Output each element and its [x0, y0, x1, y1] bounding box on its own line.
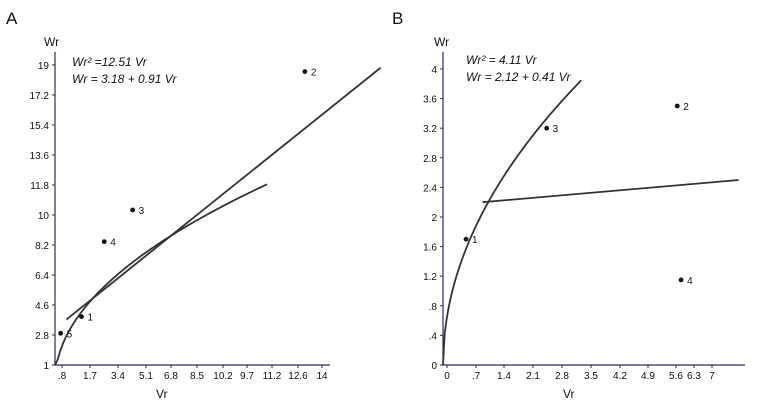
panel-a-equation-1: Wr² =12.51 Vr [72, 55, 148, 69]
panel-b-x-tick-label: 2.8 [555, 371, 569, 382]
panel-b-point-label-2: 2 [683, 102, 689, 113]
panel-a-curve-2 [65, 67, 382, 321]
panel-b-point-4 [678, 277, 684, 283]
panel-b-x-tick-label: 5.6 [669, 371, 683, 382]
panel-a-point-2 [302, 69, 308, 75]
panel-b-point-3 [544, 125, 550, 131]
panel-a-y-tick-label: 4.6 [35, 301, 49, 312]
panel-a-point-label-3: 3 [139, 206, 145, 217]
panel-b-y-tick-label: .4 [429, 331, 438, 342]
panel-b-y-tick-label: 1.2 [423, 272, 437, 283]
panel-b-y-tick-label: 3.6 [423, 95, 437, 106]
panel-a-y-tick-label: 15.4 [30, 121, 50, 132]
panel-a-x-tick-label: 1.7 [83, 371, 97, 382]
panel-b-x-tick-label: .7 [472, 371, 481, 382]
panel-b-point-label-4: 4 [687, 276, 693, 287]
panel-a: A Wr Vr Wr² =12.51 Vr Wr = 3.18 + 0.91 V… [6, 9, 382, 401]
panel-a-point-1 [79, 314, 84, 320]
panel-a-y-tick-label: 6.4 [35, 271, 49, 282]
panel-a-y-tick-label: 2.8 [35, 331, 49, 342]
panel-b-x-tick-label: 6.3 [687, 371, 701, 382]
panel-a-y-axis-title: Wr [44, 35, 59, 49]
panel-b-equation-2: Wr = 2.12 + 0.41 Vr [466, 70, 572, 84]
panel-b-y-axis-title: Wr [434, 35, 449, 49]
panel-a-x-tick-label: .8 [58, 371, 67, 382]
panel-a-x-axis-title: Vr [156, 387, 168, 401]
panel-a-equation-2: Wr = 3.18 + 0.91 Vr [72, 72, 178, 86]
panel-b-x-tick-label: 7 [709, 371, 715, 382]
panel-b-y-tick-label: 0 [431, 361, 437, 372]
panel-b-curve-2 [482, 179, 739, 204]
panel-a-x-tick-label: 5.1 [139, 371, 153, 382]
panel-a-y-tick-label: 17.2 [30, 91, 50, 102]
panel-a-curve-1 [54, 183, 268, 366]
panel-b-y-tick-label: .8 [429, 302, 438, 313]
panel-b-point-label-3: 3 [553, 124, 559, 135]
panel-b-x-tick-label: 3.5 [584, 371, 598, 382]
panel-b-point-2 [674, 103, 680, 109]
panel-a-x-tick-label: 6.8 [164, 371, 178, 382]
panel-b-x-tick-label: 4.2 [613, 371, 627, 382]
panel-b-y-tick-label: 3.2 [423, 124, 437, 135]
panel-b: B Wr Vr Wr² = 4.11 Vr Wr = 2.12 + 0.41 V… [392, 9, 745, 401]
panel-a-y-tick-label: 11.8 [30, 181, 49, 192]
panel-a-point-4 [101, 239, 107, 245]
panel-b-y-tick-label: 2.8 [423, 154, 437, 165]
panel-b-point-label-1: 1 [472, 235, 478, 246]
panel-a-point-label-4: 4 [110, 238, 116, 249]
panel-a-y-tick-label: 13.6 [30, 151, 50, 162]
panel-b-point-1 [463, 236, 469, 242]
panel-b-x-tick-label: 2.1 [526, 371, 540, 382]
panel-a-y-tick-label: 10 [38, 211, 50, 222]
panel-b-y-tick-label: 2 [431, 213, 437, 224]
panel-b-y-tick-label: 1.6 [423, 243, 437, 254]
panel-b-letter: B [392, 9, 403, 28]
panel-a-letter: A [6, 9, 18, 28]
panel-a-y-tick-label: 8.2 [35, 241, 49, 252]
panel-a-x-tick-label: 14 [316, 371, 328, 382]
panel-b-x-tick-label: 1.4 [497, 371, 511, 382]
panel-a-x-tick-label: 11.2 [263, 371, 282, 382]
panel-a-point-5 [58, 330, 64, 336]
panel-a-y-tick-label: 19 [38, 61, 50, 72]
panel-b-x-tick-label: 0 [444, 371, 450, 382]
panel-a-x-tick-label: 12.6 [288, 371, 308, 382]
panel-a-x-tick-label: 3.4 [111, 371, 125, 382]
panel-a-point-label-5: 5 [67, 329, 73, 340]
panel-a-x-tick-label: 10.2 [213, 371, 233, 382]
panel-b-equation-1: Wr² = 4.11 Vr [466, 53, 538, 67]
panel-a-point-label-2: 2 [311, 68, 317, 79]
panel-a-x-tick-label: 8.5 [190, 371, 204, 382]
panel-b-x-tick-label: 4.9 [641, 371, 655, 382]
panel-a-x-tick-label: 9.7 [240, 371, 254, 382]
panel-b-y-tick-label: 2.4 [423, 183, 437, 194]
panel-b-curve-1 [442, 79, 582, 366]
panel-a-point-3 [130, 207, 136, 213]
panel-a-point-label-1: 1 [88, 313, 94, 324]
panel-a-y-tick-label: 1 [43, 361, 49, 372]
panel-b-y-tick-label: 4 [431, 65, 437, 76]
panel-b-x-axis-title: Vr [563, 387, 575, 401]
